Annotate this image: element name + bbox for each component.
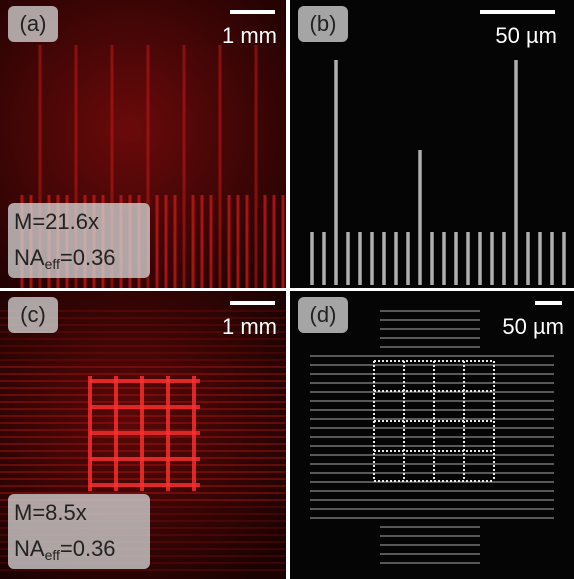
panel-label: (b)	[310, 11, 337, 36]
panel-c: (c) 1 mm M=8.5x NAeff=0.36	[0, 291, 286, 579]
figure: (a)1 mmM=21.6xNAeff=0.36 (b)50 µm (c)1 m…	[0, 0, 574, 579]
panel-d: (d) 50 µm	[290, 291, 574, 579]
annotation-text: NA	[14, 245, 45, 270]
annotation-line: NAeff=0.36	[14, 245, 116, 272]
panel-b: (b) 50 µm	[290, 0, 574, 288]
scale-bar-label: 1 mm	[222, 23, 277, 48]
annotation-text: =0.36	[60, 536, 116, 561]
panel-label: (d)	[310, 302, 337, 327]
annotation-line: M=21.6x	[14, 209, 99, 234]
scale-bar-label: 1 mm	[222, 314, 277, 339]
annotation-line: M=8.5x	[14, 500, 87, 525]
annotation-text: =0.36	[60, 245, 116, 270]
scale-bar-label: 50 µm	[495, 23, 557, 48]
annotation-subscript: eff	[45, 256, 60, 272]
annotation-line: NAeff=0.36	[14, 536, 116, 563]
panel-label: (a)	[20, 11, 47, 36]
panel-label: (c)	[20, 302, 46, 327]
annotation-text: NA	[14, 536, 45, 561]
panel-a: (a) 1 mm M=21.6x NAeff=0.36	[0, 0, 286, 288]
scale-bar-label: 50 µm	[502, 314, 564, 339]
annotation-subscript: eff	[45, 547, 60, 563]
